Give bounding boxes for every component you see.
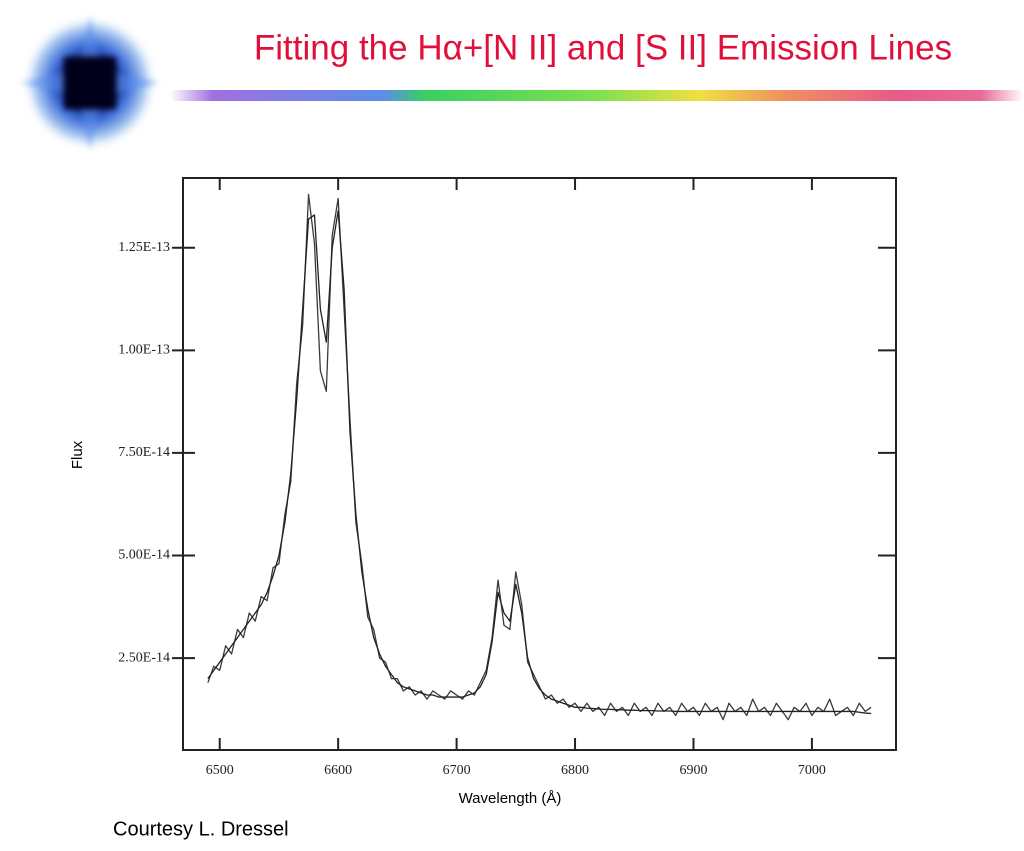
plot: 2.50E-14 5.00E-14 7.50E-14 1.00E-13 1.25E-13…	[118, 178, 896, 778]
x-tick-label: 6500	[206, 763, 234, 778]
y-tick-label: 2.50E-14	[118, 650, 170, 665]
spectrum-line	[207, 210, 872, 715]
y-tick-label: 1.25E-13	[118, 240, 170, 255]
source-note: Courtesy L. Dressel	[113, 818, 289, 840]
x-tick-label: 6900	[679, 763, 707, 778]
y-tick-label: 5.00E-14	[118, 548, 170, 563]
slide-title: Fitting the Hα+[N II] and [S II] Emissio…	[254, 28, 952, 67]
x-tick-label: 7000	[798, 763, 826, 778]
x-axis-label: Wavelength (Å)	[459, 790, 562, 807]
spectrum-line	[207, 193, 872, 721]
x-tick-label: 6700	[443, 763, 471, 778]
y-tick-label: 7.50E-14	[118, 445, 170, 460]
y-axis-label: Flux	[69, 440, 86, 469]
y-tick-label: 1.00E-13	[118, 343, 170, 358]
logo	[20, 15, 160, 151]
x-tick-label: 6800	[561, 763, 589, 778]
x-tick-label: 6600	[324, 763, 352, 778]
plot-frame	[182, 177, 897, 751]
rainbow-bar	[170, 90, 1024, 101]
